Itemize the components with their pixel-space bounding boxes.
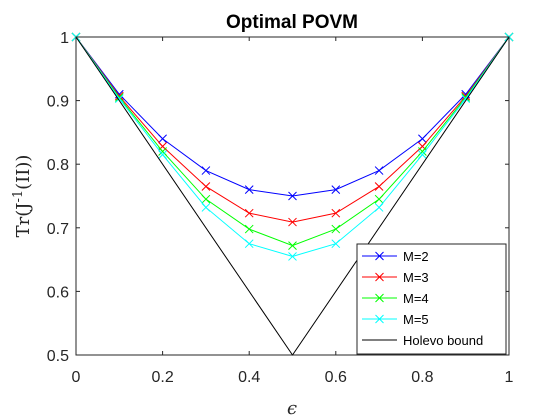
data-point-marker [158,150,167,160]
ticks-layer: 0 0.2 0.4 0.6 0.8 1 0.5 0.6 0.7 0.8 0.9 1 [47,30,514,386]
data-point-marker [201,182,211,191]
y-tick-label: 0.9 [47,94,69,111]
legend-item: Holevo bound [362,333,483,348]
legend: M=2 M=3 M=4 M=5 Holevo bound [356,243,507,355]
data-point-marker [418,150,427,160]
legend-box [356,243,507,355]
data-point-marker [244,208,254,218]
legend-item: M=5 [362,312,429,327]
data-point-marker [158,147,167,156]
legend-marker [375,251,384,261]
data-point-marker [374,166,384,175]
data-point-marker [288,252,297,261]
x-tick-label: 0 [72,369,81,386]
y-tick-label: 1 [60,30,69,47]
legend-marker [375,272,384,282]
legend-label: M=3 [403,270,429,285]
data-point-marker [158,134,167,144]
data-point-marker [244,185,254,194]
data-point-marker [374,203,384,212]
x-tick-label: 0.6 [325,369,347,386]
legend-label: M=4 [403,291,429,306]
data-point-marker [331,185,341,194]
y-tick-label: 0.7 [47,221,69,238]
data-point-marker [288,217,297,227]
y-tick-label: 0.6 [47,284,69,301]
axes-box [75,36,510,356]
data-point-marker [288,241,297,250]
x-tick-label: 0.8 [411,369,433,386]
x-tick-label: 0.4 [238,369,260,386]
x-tick-label: 1 [505,369,514,386]
legend-label: M=2 [403,249,429,264]
legend-item: M=4 [362,291,429,306]
data-point-marker [374,194,384,204]
x-axis-label: ϵ [287,398,297,419]
data-point-marker [288,191,297,201]
data-point-marker [331,239,341,249]
x-tick-label: 0.2 [151,369,173,386]
legend-label: Holevo bound [403,333,483,348]
y-axis-label: Tr(J-1(II)) [11,155,34,238]
data-point-marker [374,182,384,191]
chart-title: Optimal POVM [226,12,358,33]
y-tick-label: 0.5 [47,348,69,365]
legend-marker [375,293,384,303]
data-point-marker [331,224,341,234]
data-point-marker [201,166,211,175]
data-point-marker [331,208,341,218]
data-point-marker [201,203,211,212]
data-point-marker [244,239,254,249]
legend-item: M=3 [362,270,429,285]
data-point-marker [201,194,211,204]
legend-marker [375,314,384,324]
data-point-marker [418,134,427,144]
y-tick-label: 0.8 [47,157,69,174]
legend-label: M=5 [403,312,429,327]
data-point-marker [244,224,254,234]
legend-item: M=2 [362,249,429,264]
data-point-marker [418,147,427,156]
